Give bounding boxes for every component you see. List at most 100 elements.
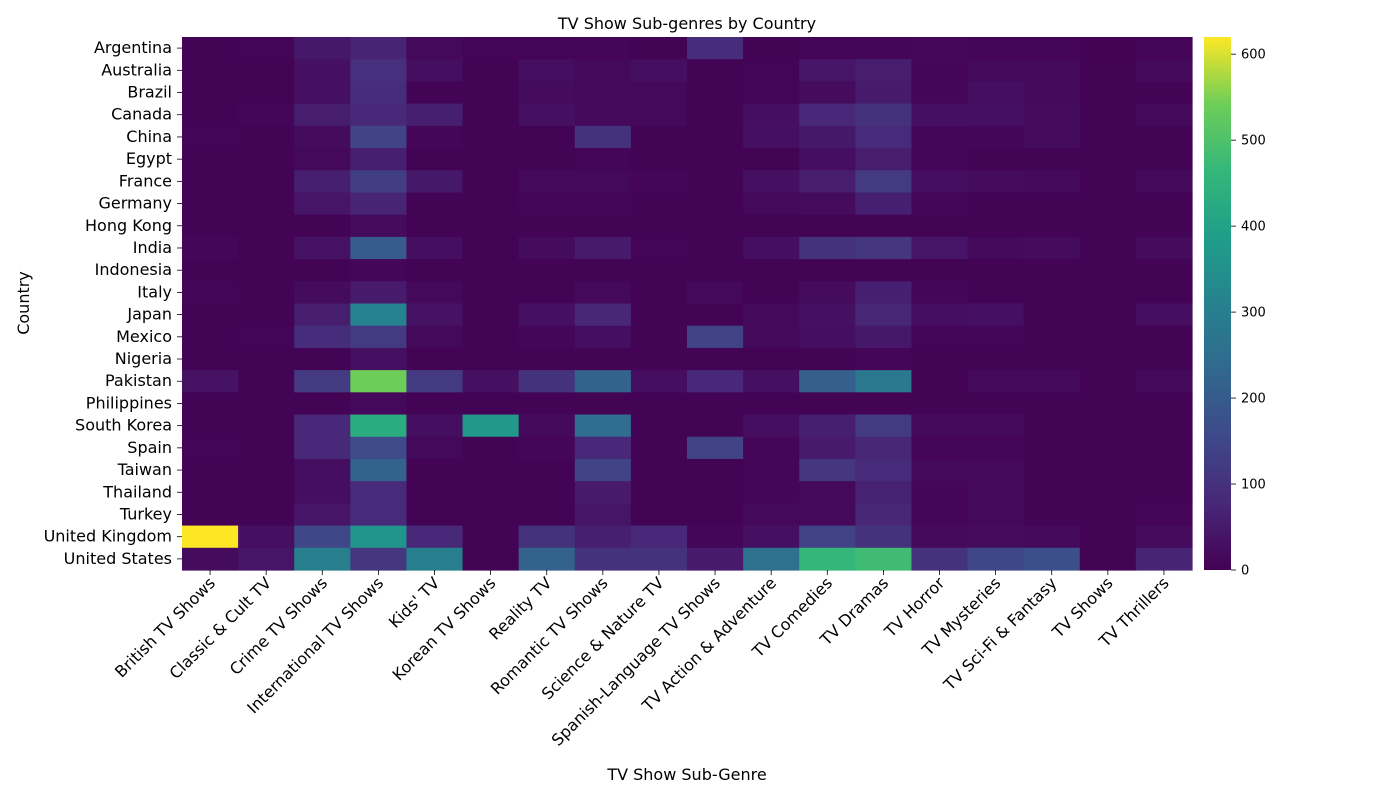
- heatmap-cell: [1023, 192, 1081, 216]
- heatmap-cell: [799, 458, 856, 482]
- heatmap-cell: [518, 481, 576, 504]
- heatmap-cell: [238, 525, 295, 549]
- heatmap-cell: [294, 259, 351, 282]
- heatmap-cell: [518, 37, 576, 60]
- y-tick-label: Hong Kong: [85, 216, 172, 235]
- heatmap-cell: [1135, 103, 1193, 127]
- heatmap-cell: [1079, 481, 1137, 504]
- heatmap-cell: [406, 370, 464, 393]
- heatmap-cell: [294, 547, 351, 571]
- heatmap-cell: [294, 303, 351, 327]
- heatmap-cell: [967, 325, 1025, 349]
- heatmap-cell: [911, 347, 969, 371]
- colorbar-tick-label: 100: [1241, 478, 1266, 493]
- heatmap-cell: [967, 347, 1025, 371]
- heatmap-cell: [238, 481, 295, 504]
- heatmap-cell: [350, 103, 408, 127]
- heatmap-cell: [855, 436, 913, 460]
- heatmap-cell: [182, 192, 239, 216]
- heatmap-cell: [406, 436, 464, 460]
- heatmap-cell: [911, 303, 969, 327]
- heatmap-cell: [687, 214, 744, 238]
- heatmap-cell: [1079, 547, 1137, 571]
- heatmap-cell: [855, 547, 913, 571]
- heatmap-cell: [350, 414, 408, 438]
- heatmap-cell: [350, 281, 408, 305]
- heatmap-cell: [1079, 170, 1137, 194]
- heatmap-cell: [911, 170, 969, 194]
- heatmap-cell: [855, 303, 913, 327]
- colorbar-ticks: 0 100 200 300 400 500 600: [1231, 48, 1266, 579]
- heatmap-cell: [687, 103, 744, 127]
- heatmap-cell: [350, 503, 408, 527]
- heatmap-cell: [1023, 481, 1081, 504]
- heatmap-cell: [518, 214, 576, 238]
- heatmap-cell: [687, 303, 744, 327]
- heatmap-cell: [799, 148, 856, 171]
- y-tick-label: Nigeria: [115, 349, 172, 368]
- heatmap-cell: [911, 547, 969, 571]
- heatmap-cell: [911, 458, 969, 482]
- heatmap-cell: [630, 458, 688, 482]
- heatmap-cell: [911, 503, 969, 527]
- heatmap-cell: [687, 547, 744, 571]
- heatmap-cell: [406, 170, 464, 194]
- y-tick-label: Australia: [101, 60, 172, 79]
- heatmap-cell: [687, 370, 744, 393]
- heatmap-cell: [406, 59, 464, 83]
- heatmap-cell: [350, 148, 408, 171]
- heatmap-cell: [462, 37, 520, 60]
- heatmap-cell: [743, 59, 800, 83]
- heatmap-cell: [855, 192, 913, 216]
- heatmap-cell: [799, 125, 856, 149]
- heatmap-cell: [743, 547, 800, 571]
- heatmap-cell: [967, 236, 1025, 260]
- heatmap-cell: [630, 125, 688, 149]
- heatmap-cell: [911, 214, 969, 238]
- heatmap-cell: [462, 370, 520, 393]
- heatmap-cell: [294, 458, 351, 482]
- x-tick-label: British TV Shows: [111, 573, 219, 681]
- heatmap-cell: [967, 547, 1025, 571]
- heatmap-cell: [1135, 259, 1193, 282]
- heatmap-cell: [462, 59, 520, 83]
- heatmap-cell: [1135, 481, 1193, 504]
- heatmap-cell: [799, 303, 856, 327]
- x-tick-label: TV Sci-Fi & Fantasy: [939, 573, 1060, 694]
- heatmap-cell: [182, 125, 239, 149]
- heatmap-cell: [687, 281, 744, 305]
- heatmap-cell: [1135, 148, 1193, 171]
- heatmap-cell: [967, 259, 1025, 282]
- heatmap-cell: [1135, 547, 1193, 571]
- heatmap-cell: [294, 503, 351, 527]
- heatmap-cell: [630, 325, 688, 349]
- heatmap-cell: [238, 281, 295, 305]
- heatmap-cell: [574, 59, 632, 83]
- heatmap-cell: [799, 214, 856, 238]
- heatmap-cell: [687, 59, 744, 83]
- heatmap-cell: [1135, 125, 1193, 149]
- heatmap-cell: [855, 214, 913, 238]
- heatmap-cell: [406, 325, 464, 349]
- heatmap-cell: [238, 370, 295, 393]
- heatmap-cell: [799, 503, 856, 527]
- heatmap-cell: [350, 214, 408, 238]
- heatmap-cell: [182, 103, 239, 127]
- heatmap-cell: [350, 192, 408, 216]
- heatmap-cell: [799, 37, 856, 60]
- heatmap-cell: [1023, 37, 1081, 60]
- heatmap-cell: [1023, 347, 1081, 371]
- heatmap-cell: [238, 103, 295, 127]
- heatmap-cell: [350, 125, 408, 149]
- heatmap-cell: [743, 392, 800, 416]
- heatmap-cell: [911, 236, 969, 260]
- heatmap-cell: [462, 436, 520, 460]
- heatmap-cell: [1135, 370, 1193, 393]
- heatmap-cell: [630, 281, 688, 305]
- heatmap-cell: [350, 59, 408, 83]
- y-tick-label: Germany: [98, 194, 172, 213]
- heatmap-cell: [1079, 392, 1137, 416]
- heatmap-cell: [799, 547, 856, 571]
- heatmap-cell: [743, 458, 800, 482]
- heatmap-cell: [799, 414, 856, 438]
